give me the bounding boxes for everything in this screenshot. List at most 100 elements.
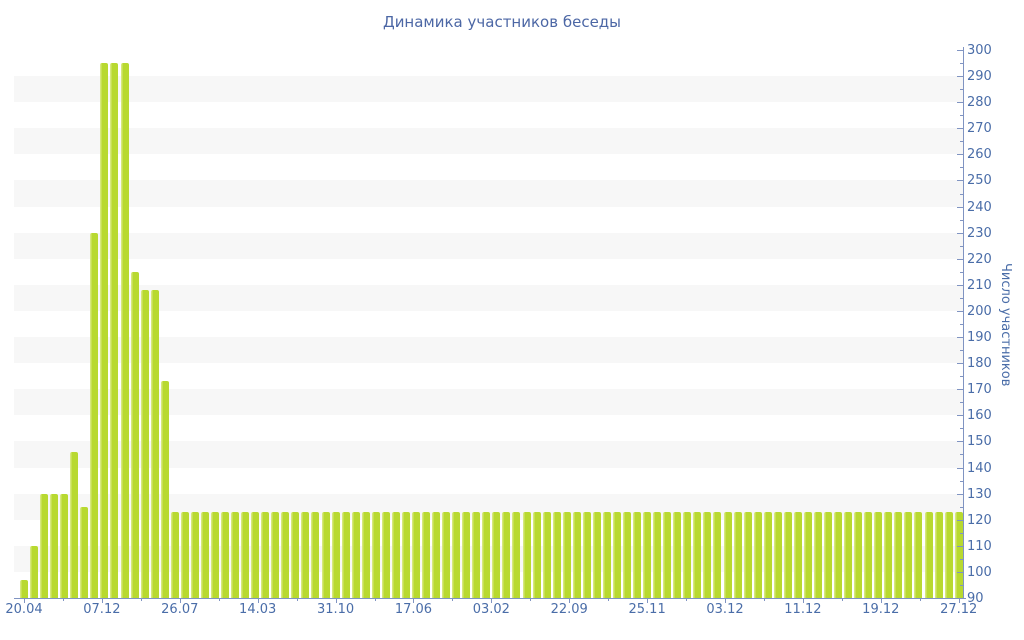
bar[interactable] — [703, 511, 712, 598]
bar[interactable] — [904, 511, 913, 598]
bar[interactable] — [944, 511, 953, 598]
bar[interactable] — [311, 511, 320, 598]
bar[interactable] — [261, 511, 270, 598]
bar[interactable] — [713, 511, 722, 598]
bar[interactable] — [502, 511, 511, 598]
bar[interactable] — [864, 511, 873, 598]
y-major-tick — [957, 180, 963, 182]
bar[interactable] — [753, 511, 762, 598]
bar[interactable] — [884, 511, 893, 598]
bar[interactable] — [542, 511, 551, 598]
bar[interactable] — [522, 511, 531, 598]
bar[interactable] — [532, 511, 541, 598]
bar[interactable] — [653, 511, 662, 598]
bar[interactable] — [803, 511, 812, 598]
bar[interactable] — [70, 451, 79, 598]
bar[interactable] — [150, 290, 159, 598]
bar[interactable] — [321, 511, 330, 598]
bar[interactable] — [623, 511, 631, 598]
bar[interactable] — [894, 511, 903, 598]
y-major-tick — [957, 232, 963, 234]
bar[interactable] — [200, 511, 209, 598]
bar[interactable] — [20, 579, 28, 598]
bar[interactable] — [482, 511, 491, 598]
bar[interactable] — [361, 511, 370, 598]
bar[interactable] — [663, 511, 672, 598]
bar[interactable] — [60, 493, 69, 598]
bar[interactable] — [954, 511, 963, 598]
bar[interactable] — [231, 511, 240, 598]
bar[interactable] — [824, 511, 832, 598]
bar[interactable] — [472, 511, 481, 598]
bar[interactable] — [612, 511, 621, 598]
bar[interactable] — [120, 63, 129, 598]
bar[interactable] — [140, 290, 149, 598]
bar[interactable] — [221, 511, 229, 598]
bar[interactable] — [834, 511, 843, 598]
bar[interactable] — [673, 511, 682, 598]
bar[interactable] — [210, 511, 219, 598]
bar[interactable] — [331, 511, 340, 598]
bar[interactable] — [813, 511, 822, 598]
bar[interactable] — [693, 511, 702, 598]
bar[interactable] — [643, 511, 652, 598]
bar[interactable] — [432, 511, 441, 598]
bar[interactable] — [572, 511, 581, 598]
bar[interactable] — [602, 511, 611, 598]
bar[interactable] — [271, 511, 280, 598]
bar[interactable] — [351, 511, 360, 598]
bar[interactable] — [582, 511, 591, 598]
bar[interactable] — [160, 381, 169, 598]
bar[interactable] — [401, 511, 410, 598]
bar[interactable] — [80, 506, 89, 598]
bar[interactable] — [110, 63, 119, 598]
bar[interactable] — [592, 511, 601, 598]
bar[interactable] — [90, 232, 99, 598]
bar[interactable] — [683, 511, 692, 598]
bar[interactable] — [301, 511, 310, 598]
bar[interactable] — [190, 511, 199, 598]
bar[interactable] — [874, 511, 883, 598]
bar[interactable] — [391, 511, 400, 598]
bar[interactable] — [733, 511, 742, 598]
bar[interactable] — [281, 511, 290, 598]
bar[interactable] — [130, 271, 139, 598]
bar[interactable] — [723, 511, 732, 598]
bar[interactable] — [291, 511, 300, 598]
bar[interactable] — [854, 511, 863, 598]
bar[interactable] — [512, 511, 521, 598]
bar[interactable] — [492, 511, 501, 598]
bar[interactable] — [743, 511, 752, 598]
bar[interactable] — [100, 63, 109, 598]
bar[interactable] — [452, 511, 461, 598]
bar[interactable] — [251, 511, 260, 598]
bar[interactable] — [793, 511, 802, 598]
bar[interactable] — [562, 511, 571, 598]
bar[interactable] — [783, 511, 792, 598]
bar[interactable] — [411, 511, 420, 598]
bar[interactable] — [50, 493, 59, 598]
bar[interactable] — [30, 545, 39, 598]
y-minor-tick — [960, 506, 963, 508]
bar[interactable] — [462, 511, 471, 598]
bar[interactable] — [40, 493, 49, 598]
bar[interactable] — [381, 511, 390, 598]
bar[interactable] — [371, 511, 380, 598]
bar[interactable] — [763, 511, 772, 598]
bar[interactable] — [180, 511, 189, 598]
bar[interactable] — [422, 511, 430, 598]
bar[interactable] — [924, 511, 933, 598]
bar[interactable] — [844, 511, 853, 598]
bar[interactable] — [633, 511, 642, 598]
y-tick-label: 160 — [967, 408, 992, 424]
bar[interactable] — [914, 511, 923, 598]
bar[interactable] — [773, 511, 782, 598]
bar[interactable] — [934, 511, 943, 598]
bar[interactable] — [552, 511, 561, 598]
bar[interactable] — [341, 511, 350, 598]
bar[interactable] — [241, 511, 250, 598]
y-major-tick — [957, 598, 963, 599]
bar[interactable] — [442, 511, 451, 598]
bar[interactable] — [170, 511, 179, 598]
